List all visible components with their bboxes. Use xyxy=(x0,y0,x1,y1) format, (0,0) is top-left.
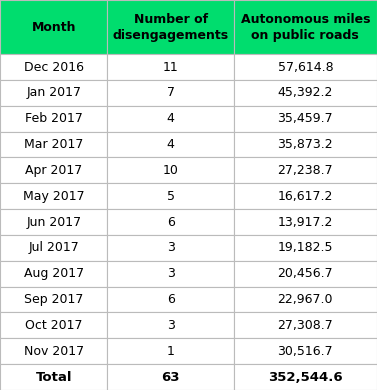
Text: 30,516.7: 30,516.7 xyxy=(277,345,333,358)
Bar xyxy=(0,235,107,261)
Bar xyxy=(234,364,377,390)
Text: Jun 2017: Jun 2017 xyxy=(26,216,81,229)
Text: 7: 7 xyxy=(167,87,175,99)
Bar xyxy=(234,339,377,364)
Bar xyxy=(234,261,377,287)
Bar xyxy=(234,132,377,158)
Text: 1: 1 xyxy=(167,345,175,358)
Text: Mar 2017: Mar 2017 xyxy=(24,138,83,151)
Bar xyxy=(107,364,234,390)
Text: 22,967.0: 22,967.0 xyxy=(277,293,333,306)
Bar xyxy=(234,80,377,106)
Text: Aug 2017: Aug 2017 xyxy=(24,267,84,280)
Bar xyxy=(0,0,107,54)
Text: 3: 3 xyxy=(167,241,175,254)
Bar xyxy=(0,106,107,132)
Bar xyxy=(107,209,234,235)
Text: Oct 2017: Oct 2017 xyxy=(25,319,83,332)
Text: 20,456.7: 20,456.7 xyxy=(277,267,333,280)
Text: 63: 63 xyxy=(161,370,180,384)
Bar xyxy=(0,312,107,339)
Text: 35,873.2: 35,873.2 xyxy=(277,138,333,151)
Text: Sep 2017: Sep 2017 xyxy=(24,293,83,306)
Bar xyxy=(234,235,377,261)
Text: 4: 4 xyxy=(167,112,175,125)
Text: 6: 6 xyxy=(167,293,175,306)
Text: 352,544.6: 352,544.6 xyxy=(268,370,343,384)
Text: Autonomous miles
on public roads: Autonomous miles on public roads xyxy=(241,12,370,42)
Text: 4: 4 xyxy=(167,138,175,151)
Bar xyxy=(0,339,107,364)
Bar xyxy=(234,312,377,339)
Text: 57,614.8: 57,614.8 xyxy=(277,60,333,74)
Bar xyxy=(107,0,234,54)
Bar xyxy=(234,183,377,209)
Text: Dec 2016: Dec 2016 xyxy=(24,60,84,74)
Text: 13,917.2: 13,917.2 xyxy=(278,216,333,229)
Bar xyxy=(234,158,377,183)
Bar xyxy=(107,261,234,287)
Text: Month: Month xyxy=(31,21,76,34)
Text: Number of
disengagements: Number of disengagements xyxy=(112,12,229,42)
Bar xyxy=(107,80,234,106)
Bar xyxy=(0,209,107,235)
Text: Jan 2017: Jan 2017 xyxy=(26,87,81,99)
Bar xyxy=(0,80,107,106)
Text: Apr 2017: Apr 2017 xyxy=(25,164,82,177)
Bar xyxy=(0,54,107,80)
Bar xyxy=(107,312,234,339)
Text: Total: Total xyxy=(35,370,72,384)
Text: 10: 10 xyxy=(162,164,179,177)
Bar xyxy=(234,0,377,54)
Bar xyxy=(107,54,234,80)
Text: 19,182.5: 19,182.5 xyxy=(277,241,333,254)
Text: 45,392.2: 45,392.2 xyxy=(278,87,333,99)
Bar xyxy=(107,132,234,158)
Bar xyxy=(107,158,234,183)
Text: 3: 3 xyxy=(167,267,175,280)
Bar xyxy=(107,235,234,261)
Bar xyxy=(0,364,107,390)
Text: 27,238.7: 27,238.7 xyxy=(277,164,333,177)
Bar xyxy=(0,183,107,209)
Bar xyxy=(107,106,234,132)
Text: Feb 2017: Feb 2017 xyxy=(25,112,83,125)
Bar xyxy=(0,132,107,158)
Bar xyxy=(107,339,234,364)
Text: 35,459.7: 35,459.7 xyxy=(277,112,333,125)
Text: 11: 11 xyxy=(163,60,178,74)
Text: May 2017: May 2017 xyxy=(23,190,84,203)
Bar xyxy=(107,183,234,209)
Bar xyxy=(234,287,377,312)
Bar xyxy=(234,209,377,235)
Bar xyxy=(0,261,107,287)
Bar xyxy=(107,287,234,312)
Text: 6: 6 xyxy=(167,216,175,229)
Bar xyxy=(234,106,377,132)
Bar xyxy=(0,158,107,183)
Bar xyxy=(0,287,107,312)
Bar xyxy=(234,54,377,80)
Text: 27,308.7: 27,308.7 xyxy=(277,319,333,332)
Text: 5: 5 xyxy=(167,190,175,203)
Text: 16,617.2: 16,617.2 xyxy=(278,190,333,203)
Text: Nov 2017: Nov 2017 xyxy=(24,345,84,358)
Text: Jul 2017: Jul 2017 xyxy=(28,241,79,254)
Text: 3: 3 xyxy=(167,319,175,332)
